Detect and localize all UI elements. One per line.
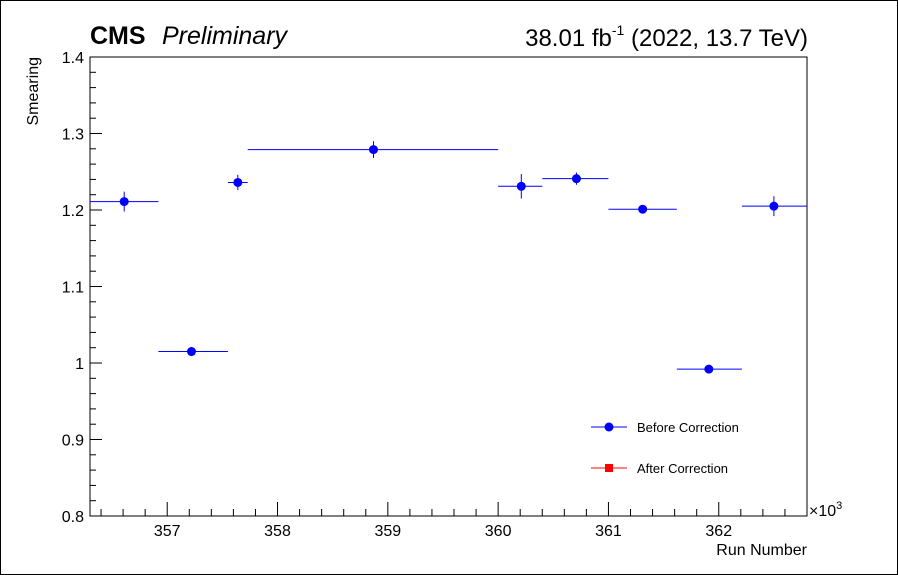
status-label: Preliminary — [162, 22, 288, 50]
data-point — [498, 174, 543, 199]
x-multiplier-exponent: 3 — [836, 500, 842, 512]
legend-entry: Before Correction — [591, 420, 739, 435]
x-tick-label: 360 — [485, 523, 512, 540]
luminosity-label: 38.01 fb-1 (2022, 13.7 TeV) — [525, 22, 808, 53]
data-point — [90, 191, 159, 212]
data-point — [227, 174, 248, 191]
run-info: (2022, 13.7 TeV) — [624, 25, 808, 52]
x-tick-label: 362 — [705, 523, 732, 540]
legend: Before Correction After Correction — [591, 420, 739, 476]
data-marker — [571, 174, 581, 184]
lumi-value: 38.01 fb — [525, 25, 612, 52]
legend-entry: After Correction — [591, 461, 728, 476]
x-tick-label: 358 — [264, 523, 291, 540]
y-tick-label: 1 — [75, 356, 84, 373]
y-tick-label: 0.8 — [62, 509, 84, 526]
x-tick-label: 361 — [595, 523, 622, 540]
legend-marker — [605, 464, 613, 472]
legend-label: After Correction — [637, 461, 728, 476]
legend-marker — [604, 422, 614, 432]
data-point — [542, 172, 609, 185]
data-point — [247, 141, 499, 158]
data-marker — [638, 204, 648, 214]
data-marker — [368, 145, 378, 155]
x-axis-label: Run Number — [716, 542, 807, 559]
data-marker — [233, 177, 243, 187]
y-tick-label: 0.9 — [62, 433, 84, 450]
data-point — [158, 346, 228, 357]
data-point — [676, 364, 742, 374]
data-marker — [516, 181, 526, 191]
experiment-label: CMS — [90, 22, 146, 50]
y-tick-label: 1.1 — [62, 280, 84, 297]
y-tick-label: 1.4 — [62, 50, 84, 67]
plot-frame — [89, 56, 808, 517]
data-marker — [769, 201, 779, 211]
lumi-exponent: -1 — [611, 22, 625, 38]
data-marker — [119, 197, 129, 207]
axes: 0.8 0.9 1 1.1 1.2 1.3 1.4 357 358 359 360 361 362 — [62, 50, 808, 540]
x-axis-multiplier: ×103 — [809, 500, 842, 520]
data-marker — [186, 347, 196, 357]
x-tick-label: 359 — [374, 523, 401, 540]
y-tick-label: 1.2 — [62, 203, 84, 220]
x-tick-label: 357 — [154, 523, 181, 540]
data-point — [741, 196, 807, 217]
y-tick-label: 1.3 — [62, 127, 84, 144]
data-marker — [704, 364, 714, 374]
x-multiplier-base: ×10 — [809, 503, 836, 520]
legend-label: Before Correction — [637, 420, 739, 435]
data-series — [90, 141, 807, 374]
y-axis-label: Smearing — [25, 57, 42, 125]
data-point — [608, 204, 677, 214]
